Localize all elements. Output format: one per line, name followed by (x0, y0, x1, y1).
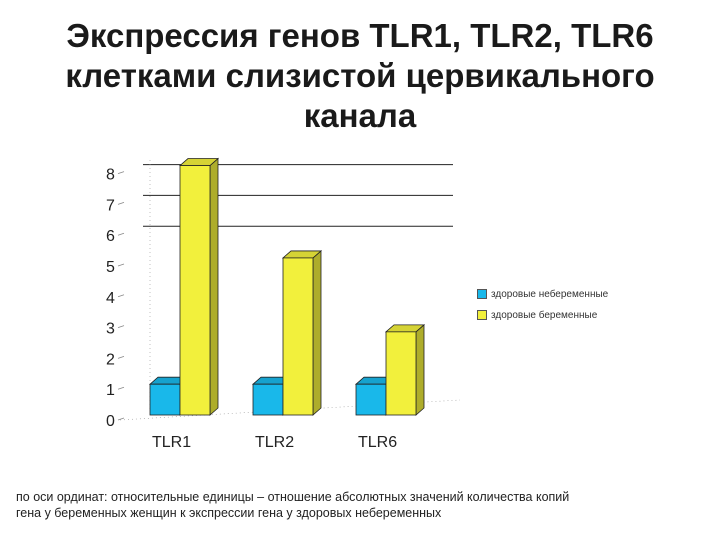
x-tick-label-tlr6: TLR6 (358, 434, 397, 451)
y-tick-label-5: 5 (106, 259, 115, 276)
y-tick-label-2: 2 (106, 351, 115, 368)
y-tick-mark-1 (117, 386, 125, 390)
y-tick-label-7: 7 (106, 197, 115, 214)
y-tick-label-6: 6 (106, 228, 115, 245)
chart-legend: здоровые небеременные здоровые беременны… (477, 286, 608, 328)
bar-tlr2-nonpregnant (252, 383, 284, 416)
x-tick-label-tlr1: TLR1 (152, 434, 191, 451)
footnote-line-1: по оси ординат: относительные единицы – … (16, 490, 570, 504)
x-tick-label-tlr2: TLR2 (255, 434, 294, 451)
y-tick-mark-6 (117, 232, 125, 236)
axis-footnote: по оси ординат: относительные единицы – … (16, 489, 716, 521)
bar-tlr1-pregnant (179, 165, 211, 416)
legend-swatch-nonpregnant (477, 289, 487, 299)
y-tick-label-4: 4 (106, 290, 115, 307)
y-tick-label-0: 0 (106, 413, 115, 430)
title-line-3: канала (303, 97, 417, 134)
bar-tlr2-pregnant (282, 257, 314, 416)
y-tick-mark-0 (117, 417, 125, 421)
legend-item-nonpregnant: здоровые небеременные (477, 286, 608, 302)
y-tick-mark-5 (117, 263, 125, 267)
footnote-line-2: гена у беременных женщин к экспрессии ге… (16, 506, 442, 520)
legend-label-nonpregnant: здоровые небеременные (491, 288, 609, 300)
legend-swatch-pregnant (477, 310, 487, 320)
y-tick-label-8: 8 (106, 167, 115, 184)
chart-title: Экспрессия генов TLR1, TLR2, TLR6 клетка… (20, 16, 700, 136)
bar-side-tlr6-pregnant (415, 323, 425, 416)
y-tick-mark-7 (117, 202, 125, 205)
floor-edge (119, 399, 461, 421)
bar-tlr1-nonpregnant (149, 383, 181, 416)
title-line-2: клетками слизистой цервикального (65, 57, 655, 94)
legend-item-pregnant: здоровые беременные (477, 307, 608, 323)
bar-tlr6-nonpregnant (355, 383, 387, 416)
bar-side-tlr2-pregnant (312, 250, 322, 416)
bar-tlr6-pregnant (385, 331, 417, 416)
title-line-1: Экспрессия генов TLR1, TLR2, TLR6 (66, 17, 654, 54)
y-tick-label-3: 3 (106, 321, 115, 338)
y-tick-mark-2 (117, 356, 125, 359)
y-tick-mark-3 (117, 325, 125, 328)
y-tick-mark-8 (117, 171, 125, 174)
legend-label-pregnant: здоровые беременные (491, 309, 598, 321)
y-tick-label-1: 1 (106, 382, 115, 399)
y-tick-mark-4 (117, 294, 125, 298)
bar-side-tlr1-pregnant (209, 157, 219, 416)
